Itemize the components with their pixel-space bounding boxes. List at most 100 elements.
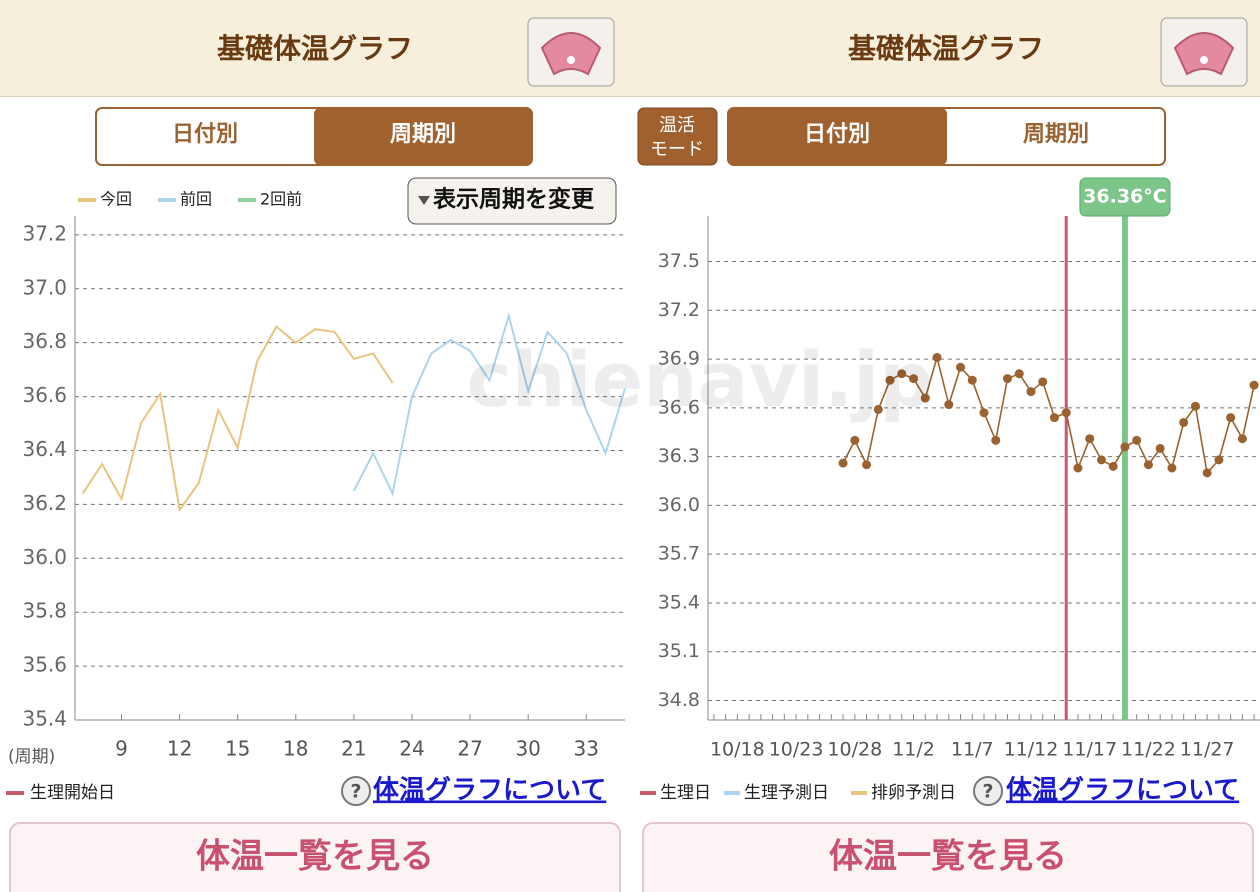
data-point: [956, 362, 966, 372]
data-point: [1155, 443, 1165, 453]
legend-label: 生理開始日: [30, 783, 115, 803]
data-point: [873, 404, 883, 414]
data-point: [885, 375, 895, 385]
data-point: [1143, 460, 1153, 470]
tab[interactable]: 日付別: [804, 122, 870, 147]
x-tick-label: 15: [225, 737, 250, 761]
y-tick-label: 36.9: [658, 348, 700, 370]
data-point: [1085, 434, 1095, 444]
data-point: [838, 458, 848, 468]
help-icon[interactable]: ?: [350, 781, 361, 803]
list-button[interactable]: 体温一覧を見る: [642, 822, 1254, 892]
y-tick-label: 35.8: [22, 599, 67, 623]
y-tick-label: 35.6: [22, 653, 67, 677]
tab-active-bg: [314, 108, 532, 165]
data-point: [1073, 463, 1083, 473]
legend: 生理日 生理予測日 排卵予測日: [640, 783, 956, 803]
tab[interactable]: 周期別: [1023, 122, 1089, 147]
header-bg: [0, 0, 1260, 96]
x-tick-label: 11/22: [1121, 739, 1176, 761]
data-point: [1226, 413, 1236, 423]
y-tick-label: 36.6: [22, 383, 67, 407]
help-icon[interactable]: ?: [982, 781, 993, 803]
legend-label: 排卵予測日: [871, 783, 956, 803]
tab[interactable]: 周期別: [390, 122, 456, 147]
x-tick-label: 11/17: [1062, 739, 1117, 761]
help-link[interactable]: 体温グラフについて: [373, 776, 606, 806]
x-tick-label: 11/2: [892, 739, 935, 761]
y-tick-label: 35.1: [658, 640, 700, 662]
data-point: [979, 408, 989, 418]
data-point: [1108, 461, 1118, 471]
mode-button[interactable]: 温活 モード: [637, 107, 718, 166]
charts: 35.4 35.6 35.8 36.0 36.2 36.4 36.6 36.8 37.0 37.2…: [8, 177, 1260, 767]
tooltip: 36.36°C: [1083, 186, 1167, 208]
data-point: [1038, 377, 1048, 387]
y-tick-label: 37.2: [22, 221, 67, 245]
x-tick-label: 24: [399, 737, 424, 761]
x-tick-label: 33: [574, 737, 599, 761]
data-point: [909, 374, 919, 384]
y-tick-label: 36.8: [22, 329, 67, 353]
y-tick-label: 36.4: [22, 437, 67, 461]
y-tick-label: 34.8: [658, 689, 700, 711]
x-tick-label: 18: [283, 737, 308, 761]
data-point: [1167, 463, 1177, 473]
data-point: [1049, 413, 1059, 423]
legend-label: 生理予測日: [744, 783, 829, 803]
series-line: [353, 311, 626, 497]
y-tick-label: 36.3: [658, 445, 700, 467]
legend-label: 今回: [100, 190, 132, 209]
series-line: [81, 324, 394, 513]
y-tick-label: 35.4: [22, 707, 67, 731]
data-point: [850, 435, 860, 445]
data-point: [1002, 374, 1012, 384]
data-point: [944, 400, 954, 410]
x-tick-label: 30: [515, 737, 540, 761]
watermark: chienavi.jp: [466, 335, 933, 424]
data-point: [1061, 408, 1071, 418]
title: 基礎体温グラフ: [217, 32, 413, 65]
data-point: [920, 393, 930, 403]
y-tick-label: 36.0: [658, 494, 700, 516]
help-icon-bg: [973, 776, 1003, 806]
y-tick-label: 35.4: [658, 591, 700, 613]
scale-icon-button[interactable]: [527, 17, 615, 87]
x-tick-label: 11/27: [1180, 739, 1235, 761]
data-point: [967, 375, 977, 385]
x-tick-label: 11/12: [1004, 739, 1059, 761]
x-tick-label: 10/18: [710, 739, 765, 761]
data-point: [1026, 387, 1036, 397]
change-period-button[interactable]: 表示周期を変更: [407, 177, 617, 225]
list-button-label: 体温一覧を見る: [829, 837, 1067, 877]
y-tick-label: 36.2: [22, 491, 67, 515]
x-tick-label: 11/7: [951, 739, 994, 761]
data-point: [1132, 435, 1142, 445]
scale-icon-button[interactable]: [1160, 17, 1248, 87]
x-tick-label: 9: [115, 737, 128, 761]
data-point: [1237, 434, 1247, 444]
mode-label: 温活: [659, 115, 695, 136]
y-tick-label: 35.7: [658, 543, 700, 565]
data-point: [1096, 455, 1106, 465]
legend-label: 2回前: [260, 190, 302, 209]
tooltip-bg: [1079, 177, 1171, 217]
y-tick-label: 36.6: [658, 396, 700, 418]
help-link[interactable]: 体温グラフについて: [1006, 776, 1239, 806]
legend-label: 生理日: [660, 783, 711, 803]
data-point: [1202, 468, 1212, 478]
data-point: [1249, 380, 1259, 390]
y-tick-label: 37.0: [22, 275, 67, 299]
data-point: [1179, 417, 1189, 427]
help-icon-bg: [341, 776, 371, 806]
list-button[interactable]: 体温一覧を見る: [9, 822, 621, 892]
title: 基礎体温グラフ: [848, 32, 1044, 65]
change-period-label: 表示周期を変更: [433, 186, 595, 213]
tab[interactable]: 日付別: [172, 122, 238, 147]
data-point: [862, 460, 872, 470]
x-axis-label: (周期): [8, 747, 55, 767]
y-tick-label: 37.5: [658, 250, 700, 272]
tab-active-bg: [728, 108, 947, 165]
legend-label: 前回: [180, 190, 212, 209]
